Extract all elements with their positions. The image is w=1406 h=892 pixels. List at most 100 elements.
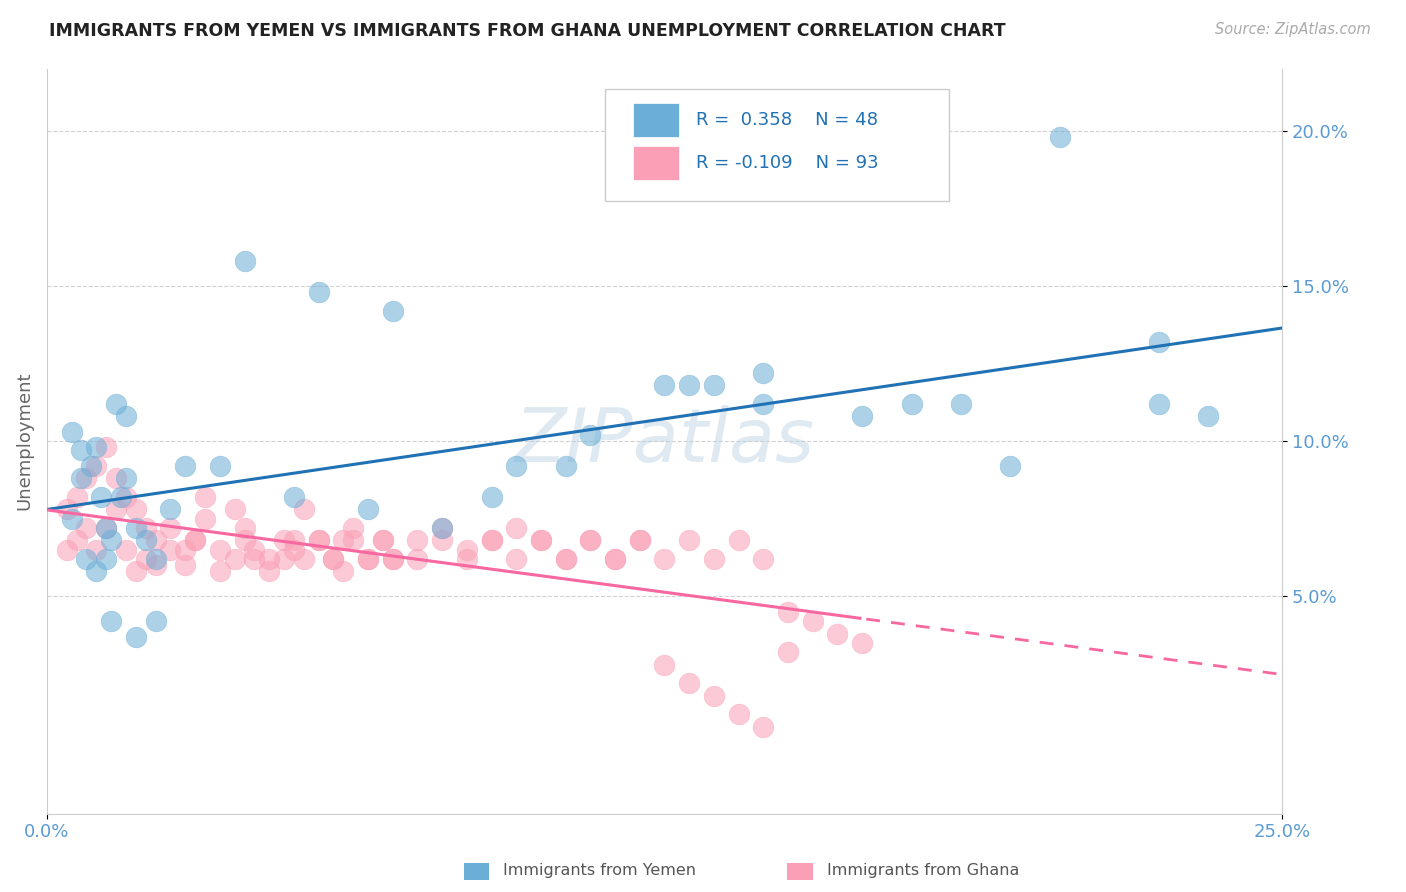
Point: [75, 471, 97, 485]
Point: [1197, 409, 1219, 424]
Point: [530, 533, 553, 548]
Point: [678, 533, 700, 548]
Point: [406, 552, 429, 566]
Point: [110, 490, 132, 504]
Point: [194, 511, 217, 525]
Point: [174, 558, 197, 573]
Point: [145, 614, 167, 628]
Point: [900, 397, 922, 411]
Point: [96, 440, 118, 454]
Point: [75, 552, 97, 566]
Text: ZIPatlas: ZIPatlas: [515, 405, 814, 477]
Point: [322, 552, 344, 566]
Point: [481, 490, 503, 504]
Point: [70, 471, 93, 485]
Point: [1049, 129, 1071, 144]
Point: [273, 552, 295, 566]
Point: [257, 565, 280, 579]
Point: [554, 458, 576, 473]
Point: [60, 511, 83, 525]
Point: [257, 552, 280, 566]
Point: [357, 552, 380, 566]
Point: [752, 552, 775, 566]
Point: [603, 552, 626, 566]
Point: [776, 605, 799, 619]
Point: [752, 720, 775, 734]
Point: [752, 366, 775, 380]
Point: [159, 542, 181, 557]
Point: [654, 378, 676, 392]
Point: [174, 458, 197, 473]
Point: [505, 521, 527, 535]
Point: [100, 614, 122, 628]
Point: [145, 552, 167, 566]
Point: [65, 533, 87, 548]
Point: [505, 458, 527, 473]
Point: [145, 558, 167, 573]
Point: [727, 707, 749, 722]
Point: [125, 630, 148, 644]
Point: [332, 565, 354, 579]
Point: [530, 533, 553, 548]
Point: [357, 502, 380, 516]
Point: [342, 533, 364, 548]
Point: [505, 552, 527, 566]
Point: [308, 533, 330, 548]
Point: [554, 552, 576, 566]
Point: [456, 552, 478, 566]
Point: [208, 458, 231, 473]
Point: [115, 490, 138, 504]
Point: [628, 533, 651, 548]
Point: [60, 425, 83, 439]
Point: [481, 533, 503, 548]
Point: [727, 533, 749, 548]
Point: [579, 533, 602, 548]
Point: [70, 443, 93, 458]
Point: [233, 533, 256, 548]
Point: [703, 552, 725, 566]
Point: [125, 521, 148, 535]
Point: [194, 490, 217, 504]
Point: [105, 397, 128, 411]
Point: [292, 552, 315, 566]
Point: [115, 542, 138, 557]
Point: [292, 502, 315, 516]
Text: Immigrants from Yemen: Immigrants from Yemen: [503, 863, 696, 878]
Point: [381, 552, 404, 566]
Point: [84, 440, 107, 454]
Point: [184, 533, 207, 548]
Text: R = -0.109    N = 93: R = -0.109 N = 93: [696, 154, 879, 172]
Point: [481, 533, 503, 548]
Point: [678, 378, 700, 392]
Point: [283, 533, 305, 548]
Point: [105, 502, 128, 516]
Point: [65, 490, 87, 504]
Point: [1147, 397, 1170, 411]
Point: [283, 542, 305, 557]
Point: [115, 471, 138, 485]
Point: [100, 533, 122, 548]
Point: [381, 303, 404, 318]
Point: [381, 552, 404, 566]
Point: [75, 521, 97, 535]
Point: [371, 533, 394, 548]
Point: [283, 490, 305, 504]
Point: [357, 552, 380, 566]
Point: [243, 542, 266, 557]
Point: [96, 521, 118, 535]
Point: [55, 502, 77, 516]
Point: [174, 542, 197, 557]
Point: [752, 397, 775, 411]
Point: [654, 552, 676, 566]
Point: [1147, 334, 1170, 349]
Point: [322, 552, 344, 566]
Point: [371, 533, 394, 548]
Y-axis label: Unemployment: Unemployment: [15, 372, 32, 510]
Text: R =  0.358    N = 48: R = 0.358 N = 48: [696, 112, 877, 129]
Point: [125, 565, 148, 579]
Point: [224, 502, 246, 516]
Point: [115, 409, 138, 424]
Point: [233, 521, 256, 535]
Point: [159, 502, 181, 516]
Point: [90, 490, 112, 504]
